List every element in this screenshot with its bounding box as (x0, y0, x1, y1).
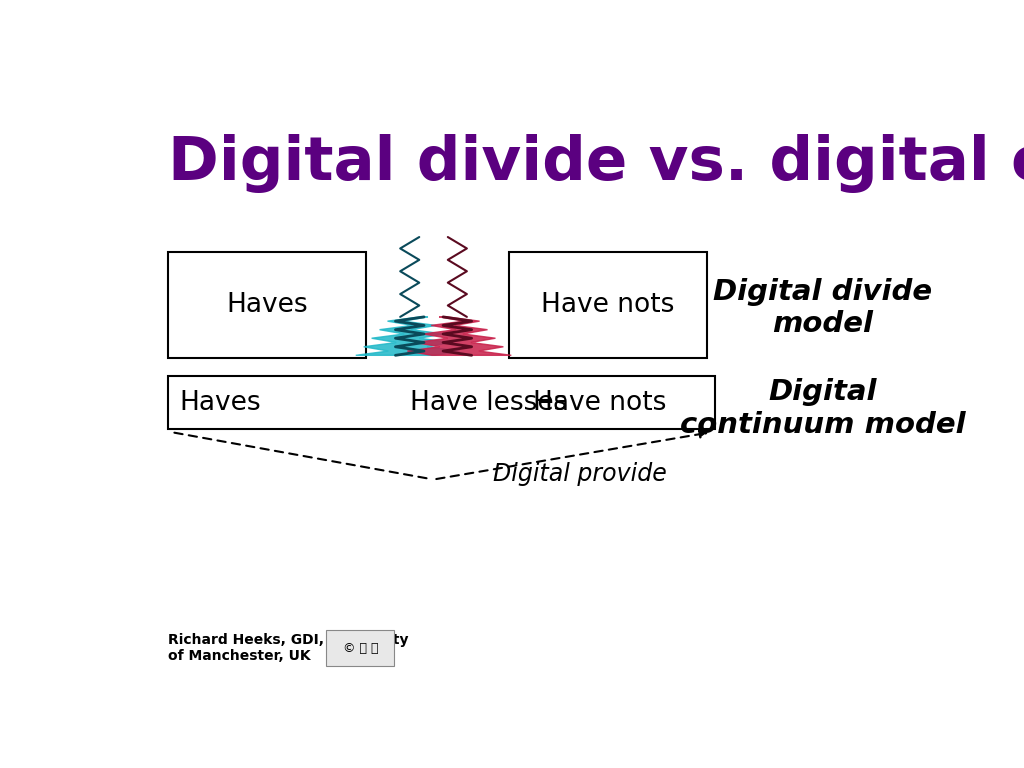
Bar (168, 376, 715, 429)
Text: Richard Heeks, GDI, University
of Manchester, UK: Richard Heeks, GDI, University of Manche… (168, 633, 409, 663)
Bar (509, 252, 708, 358)
Text: Haves: Haves (179, 389, 261, 415)
Text: Have lesses: Have lesses (410, 389, 567, 415)
Polygon shape (355, 317, 460, 356)
Bar (168, 252, 367, 358)
Text: Digital divide
model: Digital divide model (713, 278, 932, 338)
Text: Digital
continuum model: Digital continuum model (680, 379, 966, 439)
Polygon shape (408, 317, 511, 356)
Text: © ⓘ Ⓢ: © ⓘ Ⓢ (343, 641, 378, 654)
FancyBboxPatch shape (327, 631, 394, 666)
Text: Have nots: Have nots (542, 292, 675, 318)
Text: Haves: Haves (226, 292, 307, 318)
Text: Digital divide vs. digital continuum: Digital divide vs. digital continuum (168, 134, 1024, 193)
Text: Digital provide: Digital provide (494, 462, 667, 485)
Text: Have nots: Have nots (532, 389, 666, 415)
